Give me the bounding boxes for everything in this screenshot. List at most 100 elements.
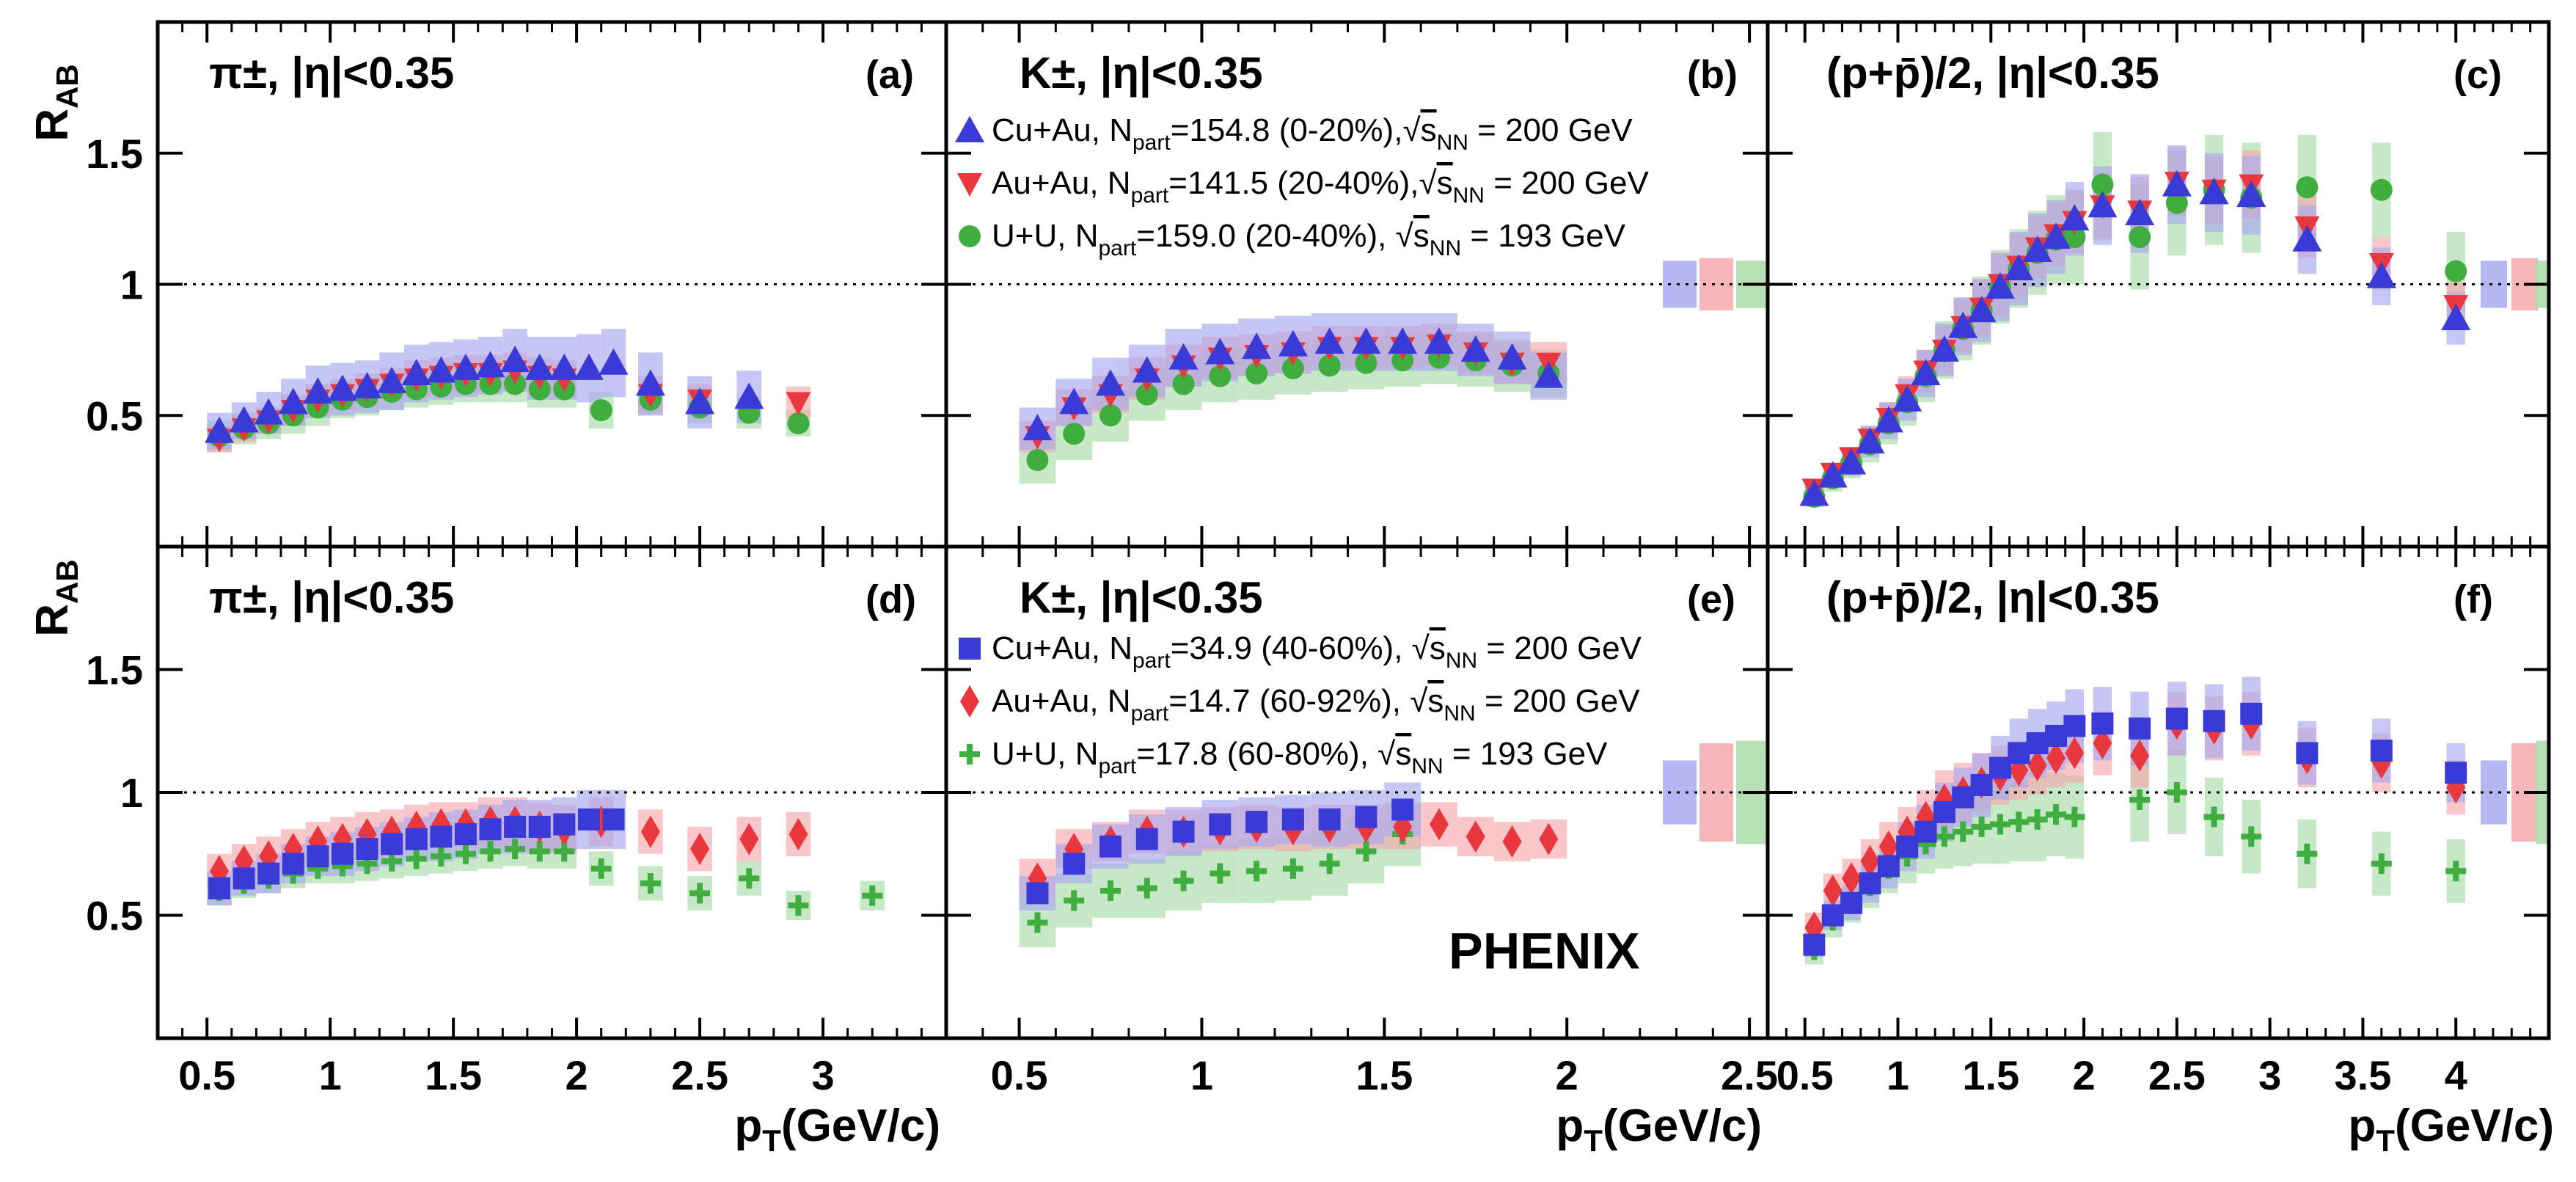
data-point [2445, 260, 2467, 282]
plot-area [1768, 132, 2549, 508]
data-point [1245, 362, 1268, 385]
data-point [1027, 912, 1048, 933]
data-point [401, 359, 431, 386]
legend-text-part: part [1098, 754, 1136, 778]
data-point [787, 412, 810, 434]
data-point [1821, 904, 1844, 927]
data-point [1818, 461, 1848, 488]
legend-marker-auau [957, 173, 982, 197]
x-tick-label: 1.5 [425, 1052, 482, 1098]
data-point [1424, 327, 1454, 354]
data-point [2199, 178, 2229, 205]
data-point [1063, 423, 1086, 445]
legend-entry-auau: Au+Au, Npart=141.5 (20-40%),√sNN = 200 G… [992, 165, 1649, 208]
data-point [2166, 782, 2187, 803]
legend-text-part: part [1098, 236, 1136, 260]
x-axis-title-main: p [2348, 1101, 2376, 1151]
data-point [640, 872, 661, 894]
data-point [2370, 178, 2393, 201]
axis-ticks [1766, 547, 2550, 1038]
data-point [1803, 933, 1826, 956]
data-point [2008, 742, 2030, 765]
panel-title: (p+p̄)/2, |η|<0.35 [1826, 48, 2159, 98]
legend-text-part: √ [1412, 630, 1430, 666]
data-point [2445, 762, 2467, 784]
legend-text-part: part [1131, 183, 1169, 208]
x-tick-label: 3 [811, 1052, 834, 1098]
panel-title: (p+p̄)/2, |η|<0.35 [1826, 573, 2159, 623]
plot-area [158, 283, 946, 453]
legend-text-part: NN [1411, 754, 1443, 778]
data-point [2129, 789, 2151, 811]
data-point [529, 841, 550, 862]
data-point [1953, 821, 1974, 842]
data-point [356, 838, 378, 861]
data-point [2297, 843, 2318, 864]
data-point [1355, 351, 1377, 374]
panel-c: (p+p̄)/2, |η|<0.35 (c) [1765, 20, 2551, 549]
data-point [204, 416, 234, 443]
data-point [2370, 740, 2393, 762]
data-point [2064, 806, 2085, 828]
series-cuau [208, 808, 625, 900]
data-point [2165, 707, 2188, 730]
data-point [1135, 828, 1158, 850]
data-point [2027, 809, 2048, 830]
data-point [426, 356, 456, 383]
legend-text-part: NN [1453, 183, 1485, 208]
data-point [475, 351, 505, 378]
legend-text-part: √ [1402, 112, 1421, 148]
panel-letter: (a) [866, 53, 914, 97]
data-point [1242, 332, 1272, 360]
legend-text-part: √ [1410, 683, 1428, 719]
data-point [2008, 811, 2030, 833]
legend-text-part: √ [1396, 218, 1414, 254]
x-tick-label: 1.5 [1355, 1052, 1413, 1098]
legend-text-part: U+U, N [992, 736, 1098, 772]
data-point [2441, 303, 2471, 330]
data-point [381, 833, 403, 856]
legend-entry-uu: U+U, Npart=159.0 (20-40%), √sNN = 193 Ge… [992, 218, 1626, 260]
data-point [2371, 853, 2392, 875]
data-point [590, 858, 612, 879]
data-point [786, 392, 811, 416]
x-axis-title-unit: (GeV/c) [1603, 1101, 1762, 1151]
data-point [2041, 222, 2071, 249]
data-point [2203, 806, 2225, 828]
legend-text-part: Au+Au, N [992, 165, 1131, 201]
data-point [1840, 891, 1863, 914]
x-tick-label: 0.5 [991, 1052, 1048, 1098]
x-tick-label: 2.5 [671, 1052, 728, 1098]
y-tick-label: 0.5 [86, 893, 143, 939]
data-point [1933, 826, 1955, 847]
panel-f: 0.5 1 1.5 2 2.5 3 3.5 4 (p+p̄)/2, |η|<0.35 (f) [1765, 544, 2551, 1098]
legend-text-part: NN [1443, 701, 1475, 726]
legend-text-part: Au+Au, N [992, 683, 1131, 719]
data-point [549, 353, 579, 380]
normalization-box-cuau [2481, 760, 2507, 825]
x-axis-title-sub: T [762, 1123, 781, 1158]
data-point [2130, 739, 2150, 772]
panel-letter: (c) [2454, 53, 2502, 97]
x-tick-label: 1 [319, 1052, 342, 1098]
x-axis-title-main: p [734, 1101, 762, 1151]
data-point [1966, 296, 1997, 323]
data-point [2063, 226, 2086, 249]
data-point [2060, 204, 2090, 231]
data-point [1281, 808, 1304, 831]
y-tick-label: 0.5 [86, 393, 143, 439]
x-tick-label: 3.5 [2334, 1052, 2391, 1098]
data-point [1911, 359, 1941, 386]
data-point [307, 845, 329, 868]
data-point [1430, 808, 1449, 841]
x-tick-label: 2 [2072, 1052, 2095, 1098]
legend-text-part: s [1395, 736, 1411, 772]
data-point [590, 399, 612, 422]
data-point [574, 353, 604, 380]
data-point [739, 822, 759, 856]
data-point [331, 842, 354, 865]
x-tick-label: 1 [1887, 1052, 1909, 1098]
data-point [2045, 724, 2068, 747]
data-point [505, 839, 526, 860]
